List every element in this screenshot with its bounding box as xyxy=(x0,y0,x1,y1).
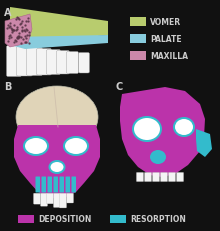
Polygon shape xyxy=(120,88,205,177)
Text: MAXILLA: MAXILLA xyxy=(150,52,188,61)
Text: A: A xyxy=(4,8,11,18)
FancyBboxPatch shape xyxy=(130,52,146,61)
Polygon shape xyxy=(14,125,100,199)
FancyBboxPatch shape xyxy=(59,193,66,208)
Ellipse shape xyxy=(23,137,49,156)
Text: VOMER: VOMER xyxy=(150,18,181,27)
FancyBboxPatch shape xyxy=(176,173,184,182)
FancyBboxPatch shape xyxy=(53,193,61,208)
FancyBboxPatch shape xyxy=(7,46,22,77)
FancyBboxPatch shape xyxy=(16,47,33,77)
Polygon shape xyxy=(10,8,108,44)
FancyBboxPatch shape xyxy=(18,215,34,223)
FancyBboxPatch shape xyxy=(42,177,46,193)
FancyBboxPatch shape xyxy=(66,193,73,203)
FancyBboxPatch shape xyxy=(168,173,176,182)
Ellipse shape xyxy=(63,137,89,156)
FancyBboxPatch shape xyxy=(66,52,79,74)
FancyBboxPatch shape xyxy=(26,48,42,76)
FancyBboxPatch shape xyxy=(40,193,48,206)
FancyBboxPatch shape xyxy=(33,193,40,204)
FancyBboxPatch shape xyxy=(53,177,58,193)
Text: PALATE: PALATE xyxy=(150,35,182,44)
FancyBboxPatch shape xyxy=(57,51,70,75)
Polygon shape xyxy=(10,36,108,50)
FancyBboxPatch shape xyxy=(59,177,64,193)
FancyBboxPatch shape xyxy=(46,50,61,75)
Ellipse shape xyxy=(150,150,166,164)
Polygon shape xyxy=(196,129,212,157)
FancyBboxPatch shape xyxy=(79,53,90,74)
FancyBboxPatch shape xyxy=(144,173,152,182)
FancyBboxPatch shape xyxy=(130,18,146,27)
Ellipse shape xyxy=(173,118,195,137)
FancyBboxPatch shape xyxy=(66,177,70,193)
Text: C: C xyxy=(116,82,123,92)
FancyBboxPatch shape xyxy=(110,215,126,223)
Ellipse shape xyxy=(65,138,87,154)
FancyBboxPatch shape xyxy=(160,173,168,182)
FancyBboxPatch shape xyxy=(48,177,52,193)
Ellipse shape xyxy=(48,160,66,174)
FancyBboxPatch shape xyxy=(130,35,146,44)
FancyBboxPatch shape xyxy=(37,49,51,76)
Ellipse shape xyxy=(132,116,162,142)
Text: RESORPTION: RESORPTION xyxy=(130,215,186,224)
Ellipse shape xyxy=(16,87,98,148)
Text: B: B xyxy=(4,82,11,92)
FancyBboxPatch shape xyxy=(136,173,144,182)
FancyBboxPatch shape xyxy=(46,193,53,204)
FancyBboxPatch shape xyxy=(72,177,76,193)
Ellipse shape xyxy=(134,119,160,140)
Text: DEPOSITION: DEPOSITION xyxy=(38,215,91,224)
Ellipse shape xyxy=(175,119,193,135)
Polygon shape xyxy=(5,15,32,48)
FancyBboxPatch shape xyxy=(35,177,40,193)
Ellipse shape xyxy=(25,138,47,154)
FancyBboxPatch shape xyxy=(152,173,160,182)
Ellipse shape xyxy=(51,162,64,172)
